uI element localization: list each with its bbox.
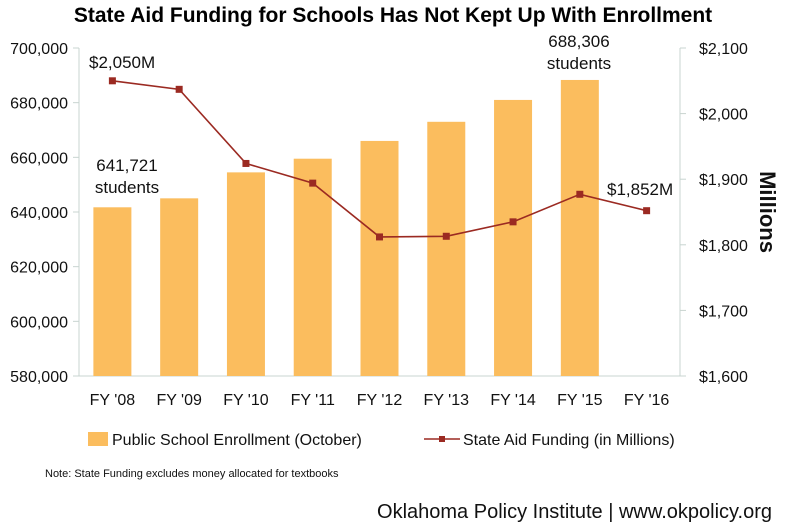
legend: Public School Enrollment (October) State… (88, 432, 675, 449)
annotation-peak-enroll-unit: students (547, 54, 611, 73)
enrollment-bar (160, 198, 199, 376)
chart-title: State Aid Funding for Schools Has Not Ke… (74, 4, 712, 27)
footnote: Note: State Funding excludes money alloc… (45, 468, 339, 480)
annotation-first-enroll-unit: students (95, 178, 159, 197)
legend-enrollment-swatch (88, 432, 108, 446)
funding-point (309, 179, 317, 187)
right-tick-label: $1,800 (699, 238, 748, 255)
right-axis-title: Millions (755, 171, 780, 253)
left-tick-label: 580,000 (10, 369, 68, 386)
enrollment-bar (360, 140, 399, 376)
left-tick-label: 640,000 (10, 205, 68, 222)
funding-line (108, 77, 651, 241)
enrollment-bar (93, 207, 132, 376)
enrollment-bar (427, 121, 466, 376)
x-tick-label: FY '10 (223, 392, 269, 409)
enrollment-bars (93, 79, 599, 377)
enrollment-bar (293, 158, 332, 376)
funding-point (175, 85, 183, 93)
enrollment-bar (494, 99, 533, 376)
x-tick-label: FY '09 (156, 392, 202, 409)
legend-funding-marker (439, 436, 445, 442)
funding-point (643, 207, 651, 215)
right-tick-label: $2,100 (699, 41, 748, 58)
right-tick-label: $1,900 (699, 172, 748, 189)
annotation-last-funding: $1,852M (607, 180, 673, 199)
left-tick-label: 680,000 (10, 96, 68, 113)
right-axis-ticks: $1,600 $1,700 $1,800 $1,900 $2,000 $2,100 (680, 41, 748, 386)
legend-enrollment-label: Public School Enrollment (October) (112, 432, 362, 449)
left-tick-label: 620,000 (10, 260, 68, 277)
left-tick-label: 600,000 (10, 314, 68, 331)
annotation-first-funding: $2,050M (89, 53, 155, 72)
x-tick-label: FY '11 (291, 392, 335, 409)
source-credit: Oklahoma Policy Institute | www.okpolicy… (377, 501, 772, 523)
x-tick-label: FY '12 (357, 392, 403, 409)
left-axis-ticks: 580,000 600,000 620,000 640,000 660,000 680,0… (10, 41, 79, 386)
right-tick-label: $1,700 (699, 303, 748, 320)
funding-point (108, 77, 116, 85)
funding-point (442, 232, 450, 240)
x-axis-labels: FY '08 FY '09 FY '10 FY '11 FY '12 FY '13 FY '… (90, 392, 670, 409)
funding-point (576, 190, 584, 198)
annotation-peak-enroll-value: 688,306 (548, 32, 609, 51)
funding-point (509, 218, 517, 226)
x-tick-label: FY '08 (90, 392, 136, 409)
x-tick-label: FY '14 (490, 392, 536, 409)
right-tick-label: $1,600 (699, 369, 748, 386)
left-tick-label: 660,000 (10, 150, 68, 167)
x-tick-label: FY '16 (624, 392, 670, 409)
right-tick-label: $2,000 (699, 107, 748, 124)
x-tick-label: FY '13 (424, 392, 470, 409)
enrollment-bar (226, 172, 265, 376)
funding-point (242, 159, 250, 167)
funding-point (376, 233, 383, 241)
annotation-first-enroll-value: 641,721 (96, 156, 157, 175)
left-tick-label: 700,000 (10, 41, 68, 58)
enrollment-bar (560, 79, 599, 377)
x-tick-label: FY '15 (557, 392, 603, 409)
legend-funding-label: State Aid Funding (in Millions) (463, 432, 675, 449)
